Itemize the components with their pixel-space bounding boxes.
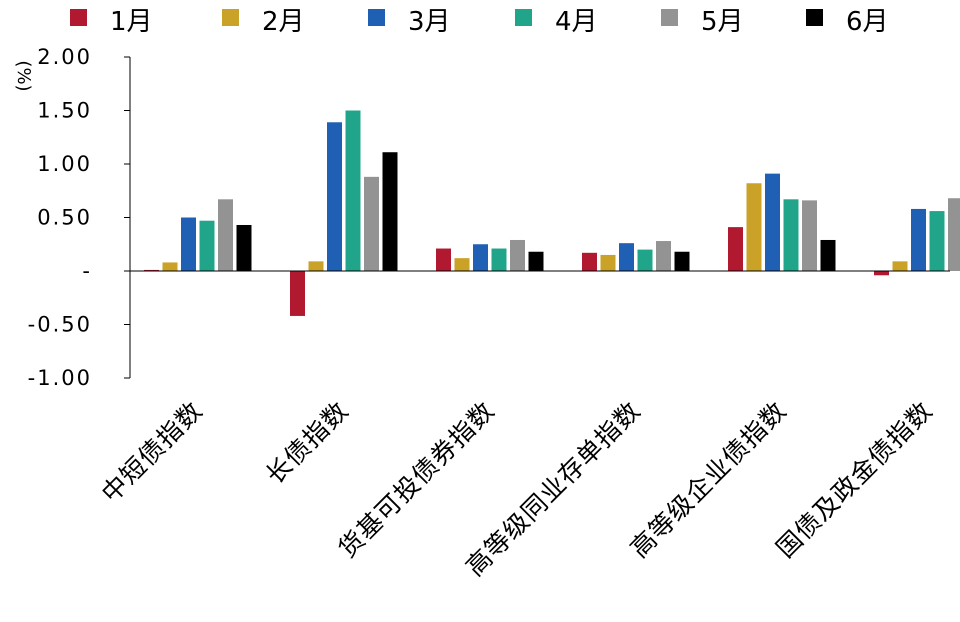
- bar: [236, 224, 252, 271]
- category-label: 国债及政金债指数: [771, 396, 939, 564]
- legend: 1月 2月 3月 4月 5月 6月: [70, 7, 889, 37]
- bar: [929, 211, 945, 271]
- bar: [364, 176, 379, 271]
- bar: [345, 110, 361, 271]
- y-tick-label: -: [82, 259, 92, 283]
- bar: [783, 199, 799, 271]
- bar: [892, 261, 908, 271]
- legend-item: 5月: [661, 7, 744, 37]
- y-tick-label: -1.00: [28, 366, 92, 390]
- bar: [746, 183, 762, 271]
- bar: [802, 200, 817, 271]
- legend-item: 6月: [806, 7, 889, 37]
- legend-swatch: [806, 9, 823, 26]
- bar: [181, 217, 196, 271]
- legend-swatch: [70, 9, 87, 26]
- bar: [454, 258, 470, 271]
- legend-item: 2月: [222, 7, 305, 37]
- bar: [162, 262, 178, 271]
- legend-swatch: [222, 9, 239, 26]
- category-label: 中短债指数: [96, 396, 208, 508]
- bar-group: [290, 110, 398, 316]
- bar: [765, 173, 780, 271]
- bar: [327, 122, 342, 272]
- y-tick-label: 1.00: [37, 152, 92, 176]
- y-tick-label: 1.50: [37, 99, 92, 123]
- bar: [290, 271, 305, 316]
- bar: [473, 244, 488, 271]
- bar: [308, 261, 324, 271]
- legend-swatch: [515, 9, 532, 26]
- legend-label: 2月: [262, 7, 305, 37]
- bar: [656, 241, 671, 271]
- bar: [948, 198, 960, 271]
- legend-item: 1月: [70, 7, 153, 37]
- bar: [600, 254, 616, 271]
- bar-group: [436, 239, 544, 271]
- bar-group: [144, 199, 252, 271]
- bar: [674, 251, 690, 271]
- bar: [528, 251, 544, 271]
- bar: [637, 249, 653, 271]
- legend-label: 1月: [110, 7, 153, 37]
- bar: [491, 248, 507, 271]
- y-tick-label: 2.00: [37, 45, 92, 69]
- legend-label: 6月: [846, 7, 889, 37]
- bar: [820, 239, 836, 271]
- legend-label: 5月: [701, 7, 744, 37]
- y-tick-label: -0.50: [28, 313, 92, 337]
- legend-label: 4月: [555, 7, 598, 37]
- legend-item: 3月: [368, 7, 451, 37]
- bar: [218, 199, 233, 271]
- bar: [510, 239, 525, 271]
- bar: [874, 271, 889, 276]
- category-labels: 中短债指数 长债指数货基可投债券指数高等级同业存单指数高等级企业债指数国债及政金债…: [96, 396, 938, 582]
- bar: [199, 220, 215, 271]
- bar-group: [582, 241, 690, 271]
- category-label: 高等级企业债指数: [625, 396, 793, 564]
- bar: [436, 248, 451, 271]
- bar: [728, 227, 743, 271]
- bar: [382, 152, 398, 271]
- category-label: 货基可投债券指数: [333, 396, 501, 564]
- legend-swatch: [661, 9, 678, 26]
- legend-label: 3月: [408, 7, 451, 37]
- bar-group: [874, 198, 960, 276]
- bar: [144, 269, 159, 271]
- category-label: 长债指数: [260, 396, 354, 490]
- legend-swatch: [368, 9, 385, 26]
- bar-group: [728, 173, 836, 271]
- y-axis: 2.00 1.50 1.00 0.50 - -0.50 -1.00: [28, 45, 131, 390]
- y-axis-unit: (%): [13, 60, 34, 91]
- bar: [619, 243, 634, 271]
- legend-item: 4月: [515, 7, 598, 37]
- bars: [144, 110, 960, 316]
- bar: [582, 252, 597, 271]
- bar: [911, 208, 926, 271]
- y-tick-label: 0.50: [37, 206, 92, 230]
